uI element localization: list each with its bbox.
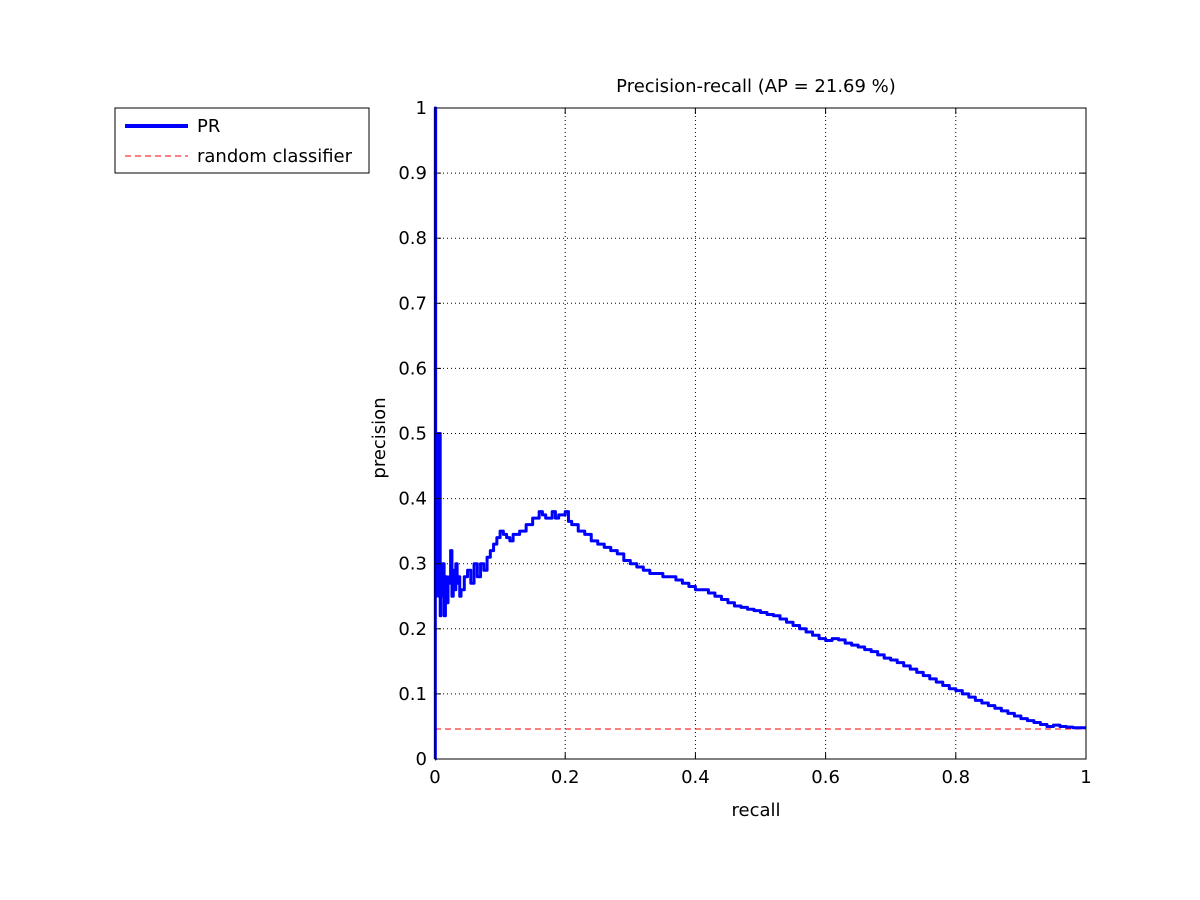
tick-labels: 0 0.2 0.4 0.6 0.8 1 0 0.1 0.2 0.3 0.4 0.5 0.6 0.7 0.8 0… [398,98,1091,788]
series-layer [433,106,1086,761]
axes-box [435,108,1086,759]
x-axis-label: recall [731,800,780,821]
grid-lines [435,108,1086,759]
plot-area: 0 0.2 0.4 0.6 0.8 1 0 0.1 0.2 0.3 0.4 0.5 0.6 0.7 0.8 0… [398,98,1091,788]
x-tick-label: 0.6 [811,767,840,788]
x-tick-label: 0.4 [681,767,710,788]
chart-title: Precision-recall (AP = 21.69 %) [616,76,896,97]
y-tick-label: 1 [416,98,427,119]
series-line-pr [433,106,1086,761]
y-axis-label: precision [369,397,390,478]
y-tick-label: 0.5 [398,424,427,445]
legend: PR random classifier [114,107,370,174]
legend-entry-pr: PR [197,116,220,137]
y-tick-label: 0.4 [398,489,427,510]
y-tick-label: 0 [416,749,427,770]
y-tick-label: 0.2 [398,619,427,640]
x-tick-label: 1 [1080,767,1091,788]
y-tick-label: 0.1 [398,684,427,705]
x-tick-label: 0 [429,767,440,788]
tick-marks [434,107,1087,760]
y-tick-label: 0.7 [398,293,427,314]
y-tick-label: 0.9 [398,163,427,184]
x-tick-label: 0.8 [941,767,970,788]
x-tick-label: 0.2 [551,767,580,788]
legend-entry-random-classifier: random classifier [197,146,353,167]
legend-box [114,107,370,174]
y-tick-label: 0.6 [398,358,427,379]
y-tick-label: 0.8 [398,228,427,249]
y-tick-label: 0.3 [398,554,427,575]
